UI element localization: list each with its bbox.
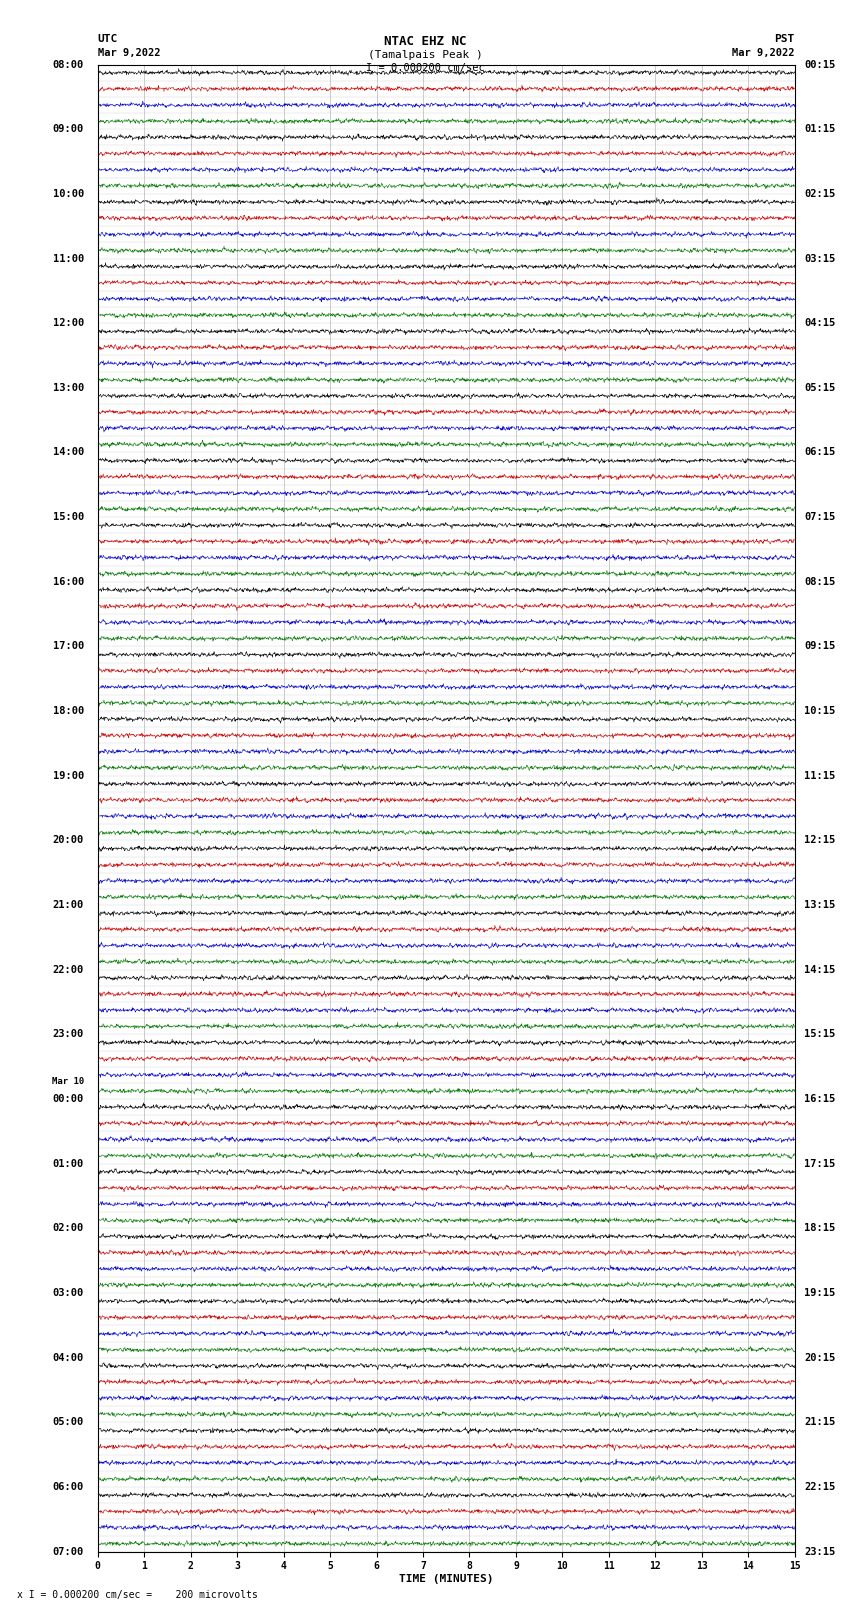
Text: 21:00: 21:00 xyxy=(53,900,84,910)
Text: 20:15: 20:15 xyxy=(804,1353,836,1363)
Text: 15:00: 15:00 xyxy=(53,513,84,523)
Text: 13:15: 13:15 xyxy=(804,900,836,910)
Text: 17:00: 17:00 xyxy=(53,642,84,652)
Text: 10:00: 10:00 xyxy=(53,189,84,198)
Text: 12:00: 12:00 xyxy=(53,318,84,327)
Text: 14:00: 14:00 xyxy=(53,447,84,458)
Text: 07:00: 07:00 xyxy=(53,1547,84,1557)
X-axis label: TIME (MINUTES): TIME (MINUTES) xyxy=(399,1574,494,1584)
Text: 19:15: 19:15 xyxy=(804,1289,836,1298)
Text: 04:00: 04:00 xyxy=(53,1353,84,1363)
Text: 02:00: 02:00 xyxy=(53,1223,84,1234)
Text: Mar 10: Mar 10 xyxy=(52,1077,84,1086)
Text: (Tamalpais Peak ): (Tamalpais Peak ) xyxy=(367,50,483,60)
Text: 19:00: 19:00 xyxy=(53,771,84,781)
Text: 09:00: 09:00 xyxy=(53,124,84,134)
Text: 11:00: 11:00 xyxy=(53,253,84,263)
Text: 10:15: 10:15 xyxy=(804,706,836,716)
Text: 07:15: 07:15 xyxy=(804,513,836,523)
Text: 13:00: 13:00 xyxy=(53,382,84,394)
Text: 20:00: 20:00 xyxy=(53,836,84,845)
Text: 16:00: 16:00 xyxy=(53,577,84,587)
Text: 16:15: 16:15 xyxy=(804,1094,836,1103)
Text: UTC: UTC xyxy=(98,34,118,44)
Text: 06:00: 06:00 xyxy=(53,1482,84,1492)
Text: x I = 0.000200 cm/sec =    200 microvolts: x I = 0.000200 cm/sec = 200 microvolts xyxy=(17,1590,258,1600)
Text: 11:15: 11:15 xyxy=(804,771,836,781)
Text: 23:15: 23:15 xyxy=(804,1547,836,1557)
Text: 02:15: 02:15 xyxy=(804,189,836,198)
Text: 03:00: 03:00 xyxy=(53,1289,84,1298)
Text: 05:00: 05:00 xyxy=(53,1418,84,1428)
Text: 08:00: 08:00 xyxy=(53,60,84,69)
Text: Mar 9,2022: Mar 9,2022 xyxy=(732,48,795,58)
Text: PST: PST xyxy=(774,34,795,44)
Text: 00:15: 00:15 xyxy=(804,60,836,69)
Text: 04:15: 04:15 xyxy=(804,318,836,327)
Text: 14:15: 14:15 xyxy=(804,965,836,974)
Text: 22:15: 22:15 xyxy=(804,1482,836,1492)
Text: 01:15: 01:15 xyxy=(804,124,836,134)
Text: 08:15: 08:15 xyxy=(804,577,836,587)
Text: 22:00: 22:00 xyxy=(53,965,84,974)
Text: 21:15: 21:15 xyxy=(804,1418,836,1428)
Text: 09:15: 09:15 xyxy=(804,642,836,652)
Text: 12:15: 12:15 xyxy=(804,836,836,845)
Text: I = 0.000200 cm/sec: I = 0.000200 cm/sec xyxy=(366,63,484,73)
Text: 18:15: 18:15 xyxy=(804,1223,836,1234)
Text: 23:00: 23:00 xyxy=(53,1029,84,1039)
Text: Mar 9,2022: Mar 9,2022 xyxy=(98,48,161,58)
Text: 01:00: 01:00 xyxy=(53,1158,84,1169)
Text: 00:00: 00:00 xyxy=(53,1094,84,1103)
Text: NTAC EHZ NC: NTAC EHZ NC xyxy=(383,35,467,48)
Text: 18:00: 18:00 xyxy=(53,706,84,716)
Text: 15:15: 15:15 xyxy=(804,1029,836,1039)
Text: 05:15: 05:15 xyxy=(804,382,836,394)
Text: 17:15: 17:15 xyxy=(804,1158,836,1169)
Text: 03:15: 03:15 xyxy=(804,253,836,263)
Text: 06:15: 06:15 xyxy=(804,447,836,458)
